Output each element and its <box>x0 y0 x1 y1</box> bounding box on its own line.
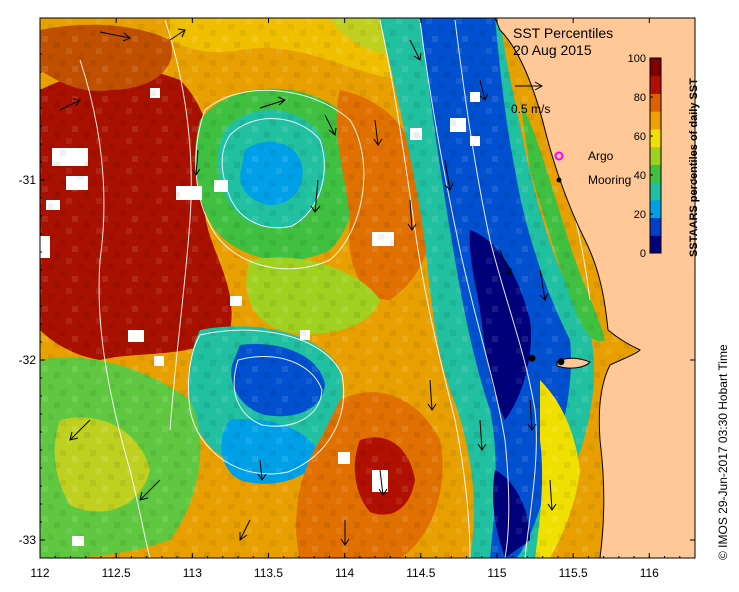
colorbar-segment <box>650 93 661 112</box>
colorbar-segment <box>650 235 661 254</box>
x-tick-label: 112.5 <box>102 566 131 580</box>
map-date: 20 Aug 2015 <box>513 42 592 58</box>
legend: Argo Mooring <box>554 149 631 187</box>
y-axis: -31 -32 -33 <box>19 53 695 547</box>
mooring-label: Mooring <box>588 173 631 187</box>
imos-credit: © IMOS 29-Jun-2017 03:30 Hobart Time <box>716 344 730 560</box>
colorbar-segment <box>650 111 661 130</box>
colorbar-tick-label: 20 <box>634 209 646 221</box>
x-tick-label: 113 <box>183 566 202 580</box>
colorbar-segment <box>650 75 661 94</box>
colorbar-segment <box>650 146 661 165</box>
current-vectors <box>59 28 561 546</box>
colorbar-segment <box>650 164 661 183</box>
map-title: SST Percentiles <box>513 25 613 41</box>
colorbar: 0 20 40 60 80 100 <box>628 53 662 260</box>
mooring-marker-icon <box>556 177 562 183</box>
colorbar-segment <box>650 217 661 236</box>
scale-arrow-icon <box>515 81 544 91</box>
colorbar-tick-label: 0 <box>640 248 646 260</box>
colorbar-frame <box>649 57 662 254</box>
y-tick-label: -31 <box>19 173 37 187</box>
colorbar-tick-label: 100 <box>628 53 646 65</box>
scale-arrow-label: 0.5 m/s <box>511 102 550 116</box>
colorbar-segment <box>650 199 661 219</box>
argo-label: Argo <box>588 149 614 163</box>
colorbar-segment <box>650 182 661 201</box>
x-tick-label: 113.5 <box>254 566 283 580</box>
colorbar-tick-label: 80 <box>634 92 646 104</box>
x-tick-label: 115 <box>487 566 506 580</box>
x-tick-label: 115.5 <box>559 566 588 580</box>
sst-field <box>40 18 695 558</box>
x-axis: 112 112.5 113 113.5 114 114.5 115 115.5 116 <box>30 18 696 580</box>
colorbar-segment <box>650 128 661 148</box>
mooring-point <box>528 354 536 362</box>
colorbar-tick-label: 60 <box>634 131 646 143</box>
colorbar-tick-label: 40 <box>634 170 646 182</box>
land-mass <box>494 18 695 558</box>
x-tick-label: 114.5 <box>406 566 435 580</box>
scale-arrow: 0.5 m/s <box>511 81 550 116</box>
x-tick-label: 116 <box>640 566 659 580</box>
mooring-point <box>557 358 565 366</box>
ssh-contours <box>79 19 591 558</box>
mooring-markers <box>528 354 565 366</box>
colorbar-title: SSTAARS percentiles of daily SST <box>688 78 700 257</box>
x-tick-label: 114 <box>335 566 354 580</box>
colorbar-segment <box>650 58 661 77</box>
x-tick-label: 112 <box>30 566 49 580</box>
argo-marker-icon <box>554 151 564 161</box>
rottnest-island <box>556 357 591 369</box>
y-tick-label: -32 <box>19 353 37 367</box>
y-tick-label: -33 <box>19 533 37 547</box>
